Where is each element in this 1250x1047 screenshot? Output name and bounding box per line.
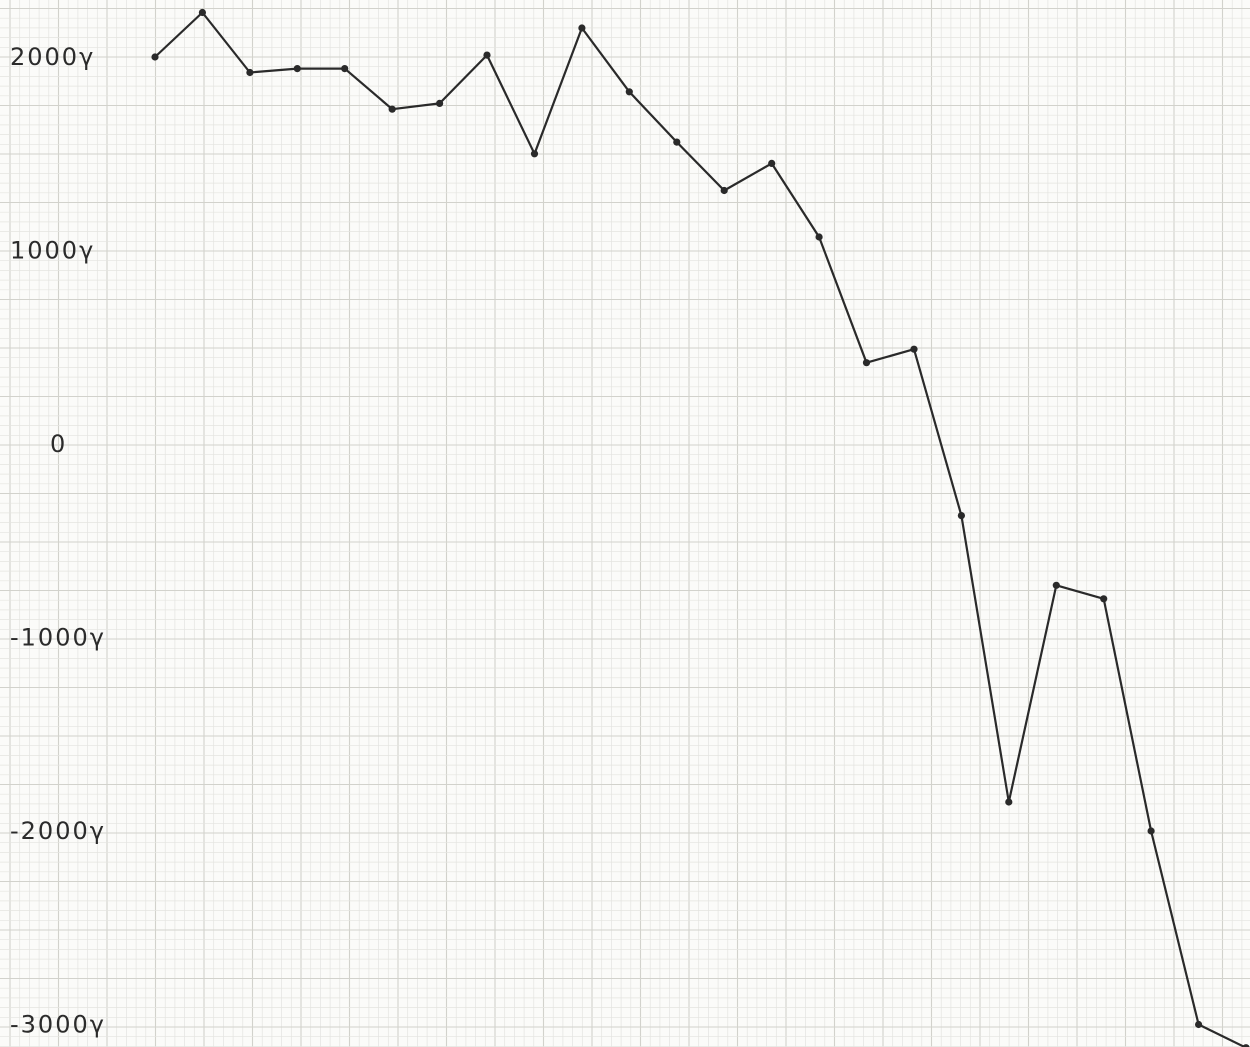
y-tick-label: -2000γ — [10, 817, 106, 845]
data-point — [625, 88, 633, 96]
data-point — [341, 65, 349, 73]
data-point — [1052, 581, 1060, 589]
series-line-layer — [153, 11, 1247, 1047]
data-point — [151, 53, 159, 61]
data-point — [862, 359, 871, 367]
y-tick-label: 2000γ — [10, 43, 95, 71]
y-tick-label: 0 — [50, 430, 67, 458]
data-point — [1100, 595, 1108, 603]
data-point — [720, 186, 728, 195]
data-point — [293, 65, 301, 73]
data-point — [530, 150, 539, 158]
data-point — [957, 511, 966, 520]
data-points-layer — [151, 8, 1250, 1047]
data-point — [483, 51, 491, 59]
data-point — [578, 24, 586, 32]
data-point — [436, 99, 444, 107]
y-axis-tick-labels: 2000γ 1000γ 0 -1000γ -2000γ -3000γ — [10, 43, 106, 1039]
series-line — [153, 11, 1247, 1047]
data-point — [1005, 798, 1013, 806]
data-point — [768, 159, 776, 167]
data-point — [246, 68, 254, 77]
y-tick-label: -1000γ — [10, 624, 106, 652]
data-point — [388, 105, 396, 113]
y-tick-label: -3000γ — [10, 1011, 106, 1039]
data-point — [815, 233, 823, 241]
data-point — [673, 138, 681, 146]
data-point — [1195, 1020, 1203, 1029]
data-point — [198, 8, 206, 17]
data-point — [1147, 827, 1155, 835]
data-point — [910, 345, 918, 353]
y-tick-label: 1000γ — [10, 237, 95, 265]
data-point — [1242, 1044, 1250, 1047]
